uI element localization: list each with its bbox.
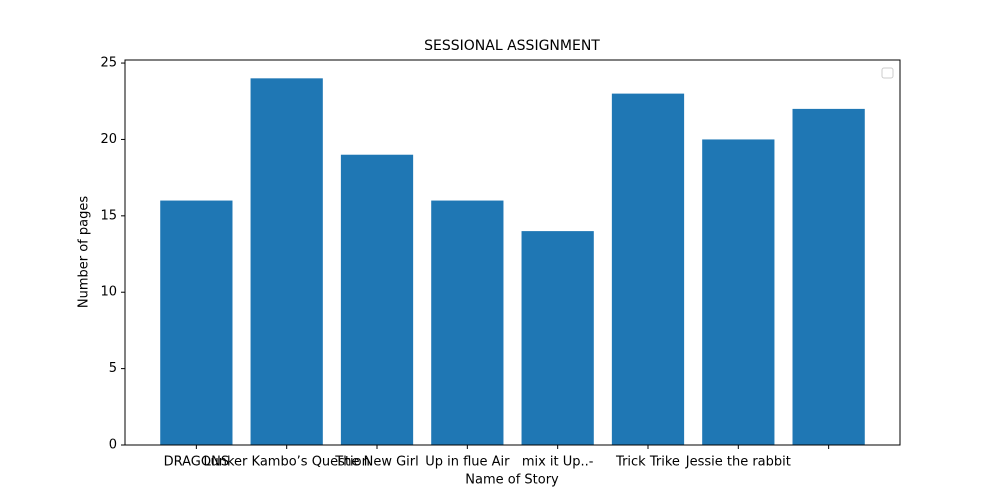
y-tick-label: 25 (100, 56, 117, 71)
x-tick-label: Lunker Kambo’s Question (204, 455, 370, 470)
bar (250, 78, 323, 445)
bar (160, 200, 233, 445)
chart-title: SESSIONAL ASSIGNMENT (424, 38, 600, 54)
x-tick-label: DRAGONS (164, 455, 229, 470)
bar (611, 93, 685, 445)
bar (340, 154, 414, 445)
legend-box (881, 67, 894, 79)
x-tick-label: The New Girl (334, 455, 418, 470)
y-tick-label: 10 (100, 285, 117, 300)
x-axis-label: Name of Story (465, 473, 559, 488)
plot-area (160, 78, 865, 445)
x-tick-label: Trick Trike (615, 455, 680, 470)
x-tick-label: Up in flue Air (425, 455, 510, 470)
y-tick-label: 0 (109, 438, 117, 453)
y-tick-label: 20 (100, 132, 117, 147)
bar (521, 231, 594, 445)
bar (702, 139, 775, 445)
x-tick-label: mix it Up..- (522, 455, 594, 470)
y-tick-label: 15 (100, 208, 117, 223)
axes-frame (124, 59, 901, 446)
y-tick-label: 5 (109, 361, 117, 376)
y-axis-label: Number of pages (77, 196, 92, 308)
bar (431, 200, 504, 445)
bar (792, 108, 865, 445)
x-tick-label: Jessie the rabbit (685, 455, 791, 470)
